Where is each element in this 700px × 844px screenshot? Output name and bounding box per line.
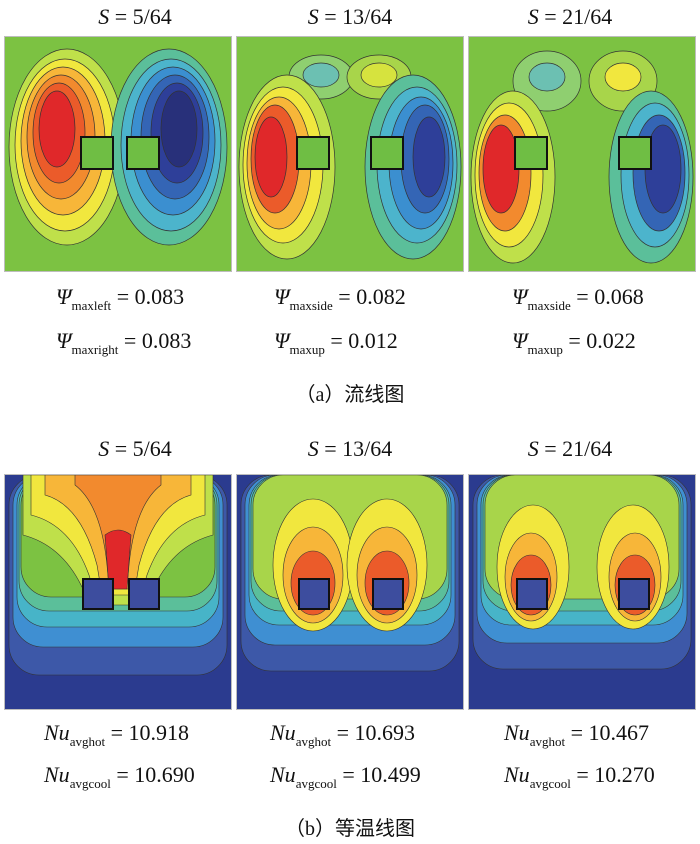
isotherm-value-3b: Nuavgcool = 10.270 <box>504 762 655 791</box>
isotherm-panel-2 <box>236 474 464 710</box>
isotherm-title-3: S = 21/64 <box>527 436 613 461</box>
streamline-panel-3 <box>468 36 696 272</box>
isotherm-value-3a: Nuavghot = 10.467 <box>504 720 649 749</box>
streamline-panel-2 <box>236 36 464 272</box>
isotherm-panel-1 <box>4 474 232 710</box>
isotherm-value-2a: Nuavghot = 10.693 <box>270 720 415 749</box>
streamline-value-2a: Ψmaxside = 0.082 <box>274 284 406 313</box>
streamline-value-1a: Ψmaxleft = 0.083 <box>56 284 185 313</box>
streamline-value-1b: Ψmaxright = 0.083 <box>56 328 192 357</box>
streamline-value-3b: Ψmaxup = 0.022 <box>512 328 636 357</box>
isotherm-value-1a: Nuavghot = 10.918 <box>44 720 189 749</box>
streamline-value-2b: Ψmaxup = 0.012 <box>274 328 398 357</box>
isotherm-title-2: S = 13/64 <box>307 436 393 461</box>
streamline-title-2: S = 13/64 <box>307 4 393 29</box>
isotherm-caption: （b）等温线图 <box>285 818 415 840</box>
streamline-value-3a: Ψmaxside = 0.068 <box>512 284 644 313</box>
isotherm-panel-3 <box>468 474 696 710</box>
isotherm-value-1b: Nuavgcool = 10.690 <box>44 762 195 791</box>
streamline-title-1: S = 5/64 <box>98 4 172 29</box>
streamline-panel-1 <box>4 36 232 272</box>
streamline-title-3: S = 21/64 <box>527 4 613 29</box>
streamline-caption: （a）流线图 <box>295 384 405 406</box>
isotherm-value-2b: Nuavgcool = 10.499 <box>270 762 421 791</box>
isotherm-title-1: S = 5/64 <box>98 436 172 461</box>
